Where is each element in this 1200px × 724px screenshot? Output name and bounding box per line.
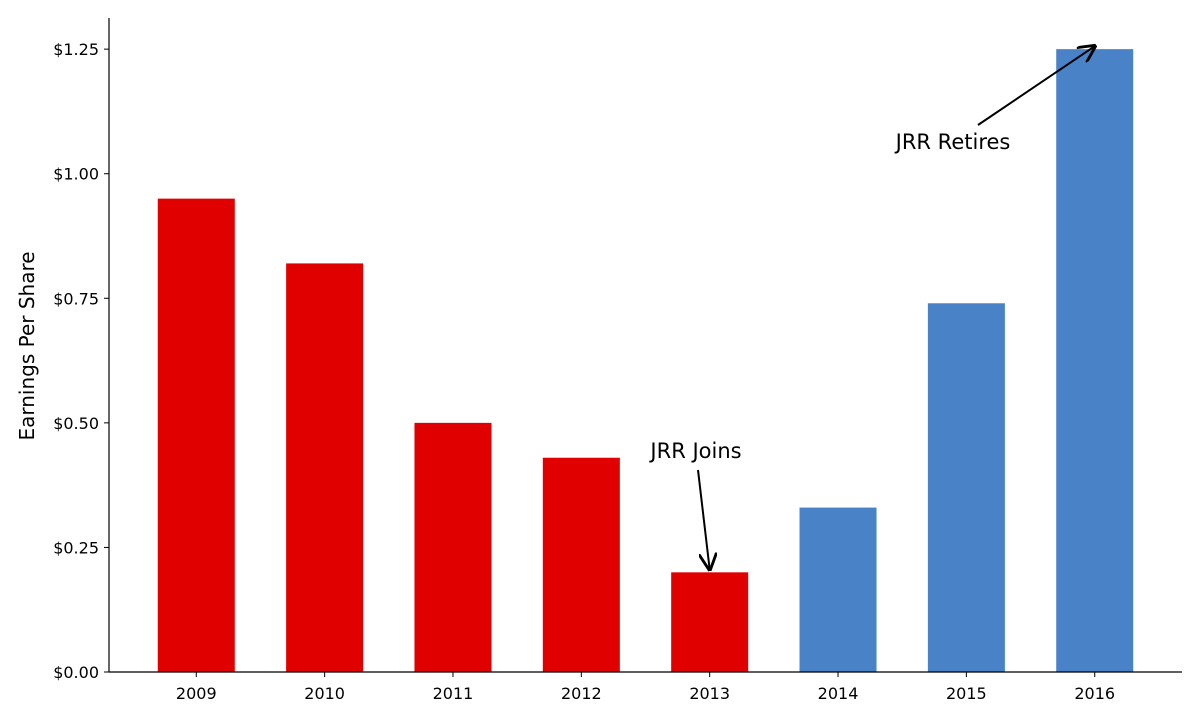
annotation-arrow-0: [697, 469, 710, 569]
x-tick-label-2013: 2013: [689, 684, 730, 703]
x-tick-label-2009: 2009: [176, 684, 217, 703]
bar-2016: [1056, 49, 1134, 672]
y-tick-label-0: $0.00: [53, 663, 99, 682]
y-tick-label-4: $1.00: [53, 165, 99, 184]
bar-2015: [927, 303, 1005, 672]
annotation-arrow-1: [977, 46, 1095, 126]
bar-2009: [157, 198, 235, 672]
y-tick-label-2: $0.50: [53, 414, 99, 433]
x-tick-label-2016: 2016: [1074, 684, 1115, 703]
x-tick-label-2015: 2015: [946, 684, 987, 703]
y-axis-title: Earnings Per Share: [15, 251, 39, 440]
x-tick-label-2010: 2010: [304, 684, 345, 703]
bars-layer: [157, 49, 1134, 672]
bar-2014: [799, 507, 877, 672]
y-tick-label-3: $0.75: [53, 289, 99, 308]
x-tick-label-2012: 2012: [561, 684, 602, 703]
y-tick-label-5: $1.25: [53, 40, 99, 59]
annotations-layer: JRR Joins JRR Retires: [648, 46, 1094, 569]
annotation-label-1: JRR Retires: [894, 130, 1011, 154]
bar-2012: [542, 457, 620, 672]
y-tick-label-1: $0.25: [53, 538, 99, 557]
bar-2013: [671, 572, 749, 672]
axes-layer: [108, 18, 1182, 673]
bar-2010: [286, 263, 364, 672]
x-tick-label-2011: 2011: [433, 684, 474, 703]
annotation-label-0: JRR Joins: [648, 439, 741, 463]
x-tick-label-2014: 2014: [818, 684, 859, 703]
bar-2011: [414, 422, 492, 672]
ticks-layer: 2009 2010 2011 2012 2013 2014 2015 2016 $0.00 $0.…: [53, 40, 1115, 703]
